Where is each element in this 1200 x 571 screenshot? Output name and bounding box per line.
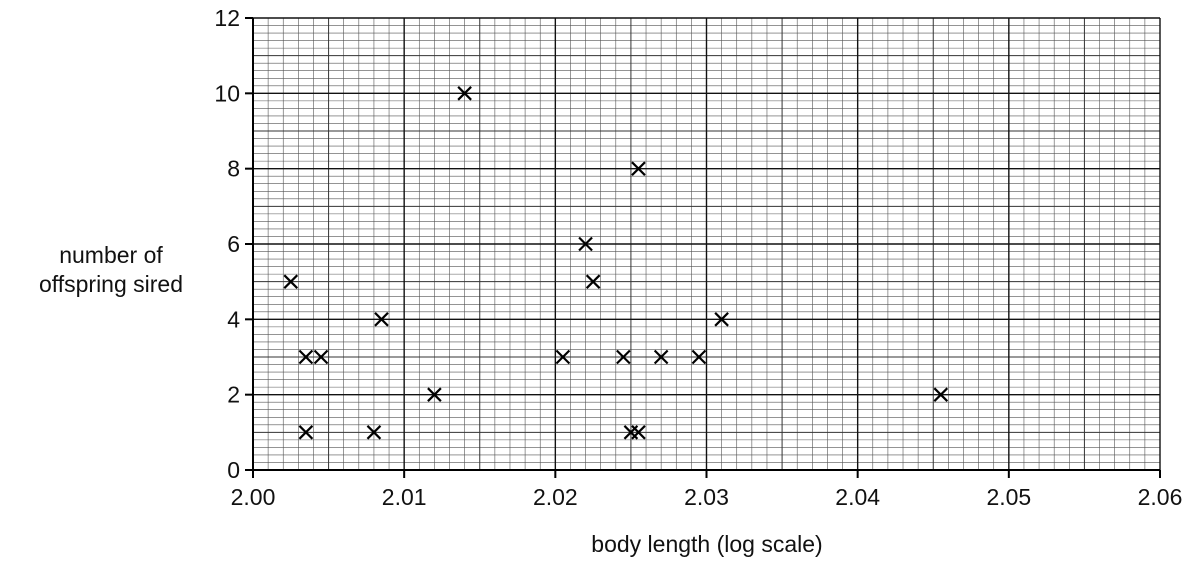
marker-stroke xyxy=(313,349,329,365)
y-tick-label: 4 xyxy=(227,306,240,332)
data-point-marker xyxy=(616,349,631,365)
marker-stroke xyxy=(374,312,389,327)
x-tick-label: 2.05 xyxy=(986,484,1031,510)
marker-stroke xyxy=(283,274,299,289)
marker-stroke xyxy=(298,425,314,440)
marker-stroke xyxy=(555,349,571,365)
data-points xyxy=(283,86,949,440)
data-point-marker xyxy=(631,161,646,176)
y-tick-label: 6 xyxy=(227,231,240,257)
data-point-marker xyxy=(427,387,442,402)
y-tick-labels: 0 2 4 6 8 10 12 xyxy=(214,5,240,483)
marker-stroke xyxy=(691,349,707,365)
data-point-marker xyxy=(298,349,314,365)
data-point-marker xyxy=(714,312,729,327)
axes xyxy=(245,17,1161,478)
x-tick-label: 2.01 xyxy=(382,484,427,510)
x-tick-label: 2.03 xyxy=(684,484,729,510)
data-point-marker xyxy=(283,274,299,289)
data-point-marker xyxy=(374,312,389,327)
data-point-marker xyxy=(691,349,707,365)
x-tick-label: 2.02 xyxy=(533,484,578,510)
data-point-marker xyxy=(933,387,949,402)
x-tick-label: 2.04 xyxy=(835,484,880,510)
y-axis-title-line-2: offspring sired xyxy=(39,271,183,297)
data-point-marker xyxy=(366,425,382,440)
data-point-marker xyxy=(298,425,314,440)
data-point-marker xyxy=(555,349,571,365)
marker-stroke xyxy=(714,312,729,327)
marker-stroke xyxy=(457,86,472,101)
marker-stroke xyxy=(366,425,382,440)
marker-stroke xyxy=(585,274,601,289)
data-point-marker xyxy=(578,236,593,252)
data-point-marker xyxy=(631,425,646,440)
y-tick-label: 0 xyxy=(227,457,240,483)
x-tick-label: 2.06 xyxy=(1138,484,1183,510)
marker-stroke xyxy=(631,425,646,440)
y-tick-label: 12 xyxy=(214,5,240,31)
data-point-marker xyxy=(313,349,329,365)
marker-stroke xyxy=(427,387,442,402)
y-tick-label: 2 xyxy=(227,382,240,408)
x-tick-labels: 2.00 2.01 2.02 2.03 2.04 2.05 2.06 xyxy=(231,484,1183,510)
x-axis-title: body length (log scale) xyxy=(591,531,822,557)
y-tick-label: 10 xyxy=(214,80,240,106)
y-tick-label: 8 xyxy=(227,156,240,182)
marker-stroke xyxy=(653,349,669,365)
data-point-marker xyxy=(653,349,669,365)
x-tick-label: 2.00 xyxy=(231,484,276,510)
marker-stroke xyxy=(631,161,646,176)
data-point-marker xyxy=(457,86,472,101)
marker-stroke xyxy=(616,349,631,365)
marker-stroke xyxy=(298,349,314,365)
y-axis-title-line-1: number of xyxy=(59,242,163,268)
marker-stroke xyxy=(933,387,949,402)
marker-stroke xyxy=(578,236,593,252)
data-point-marker xyxy=(585,274,601,289)
